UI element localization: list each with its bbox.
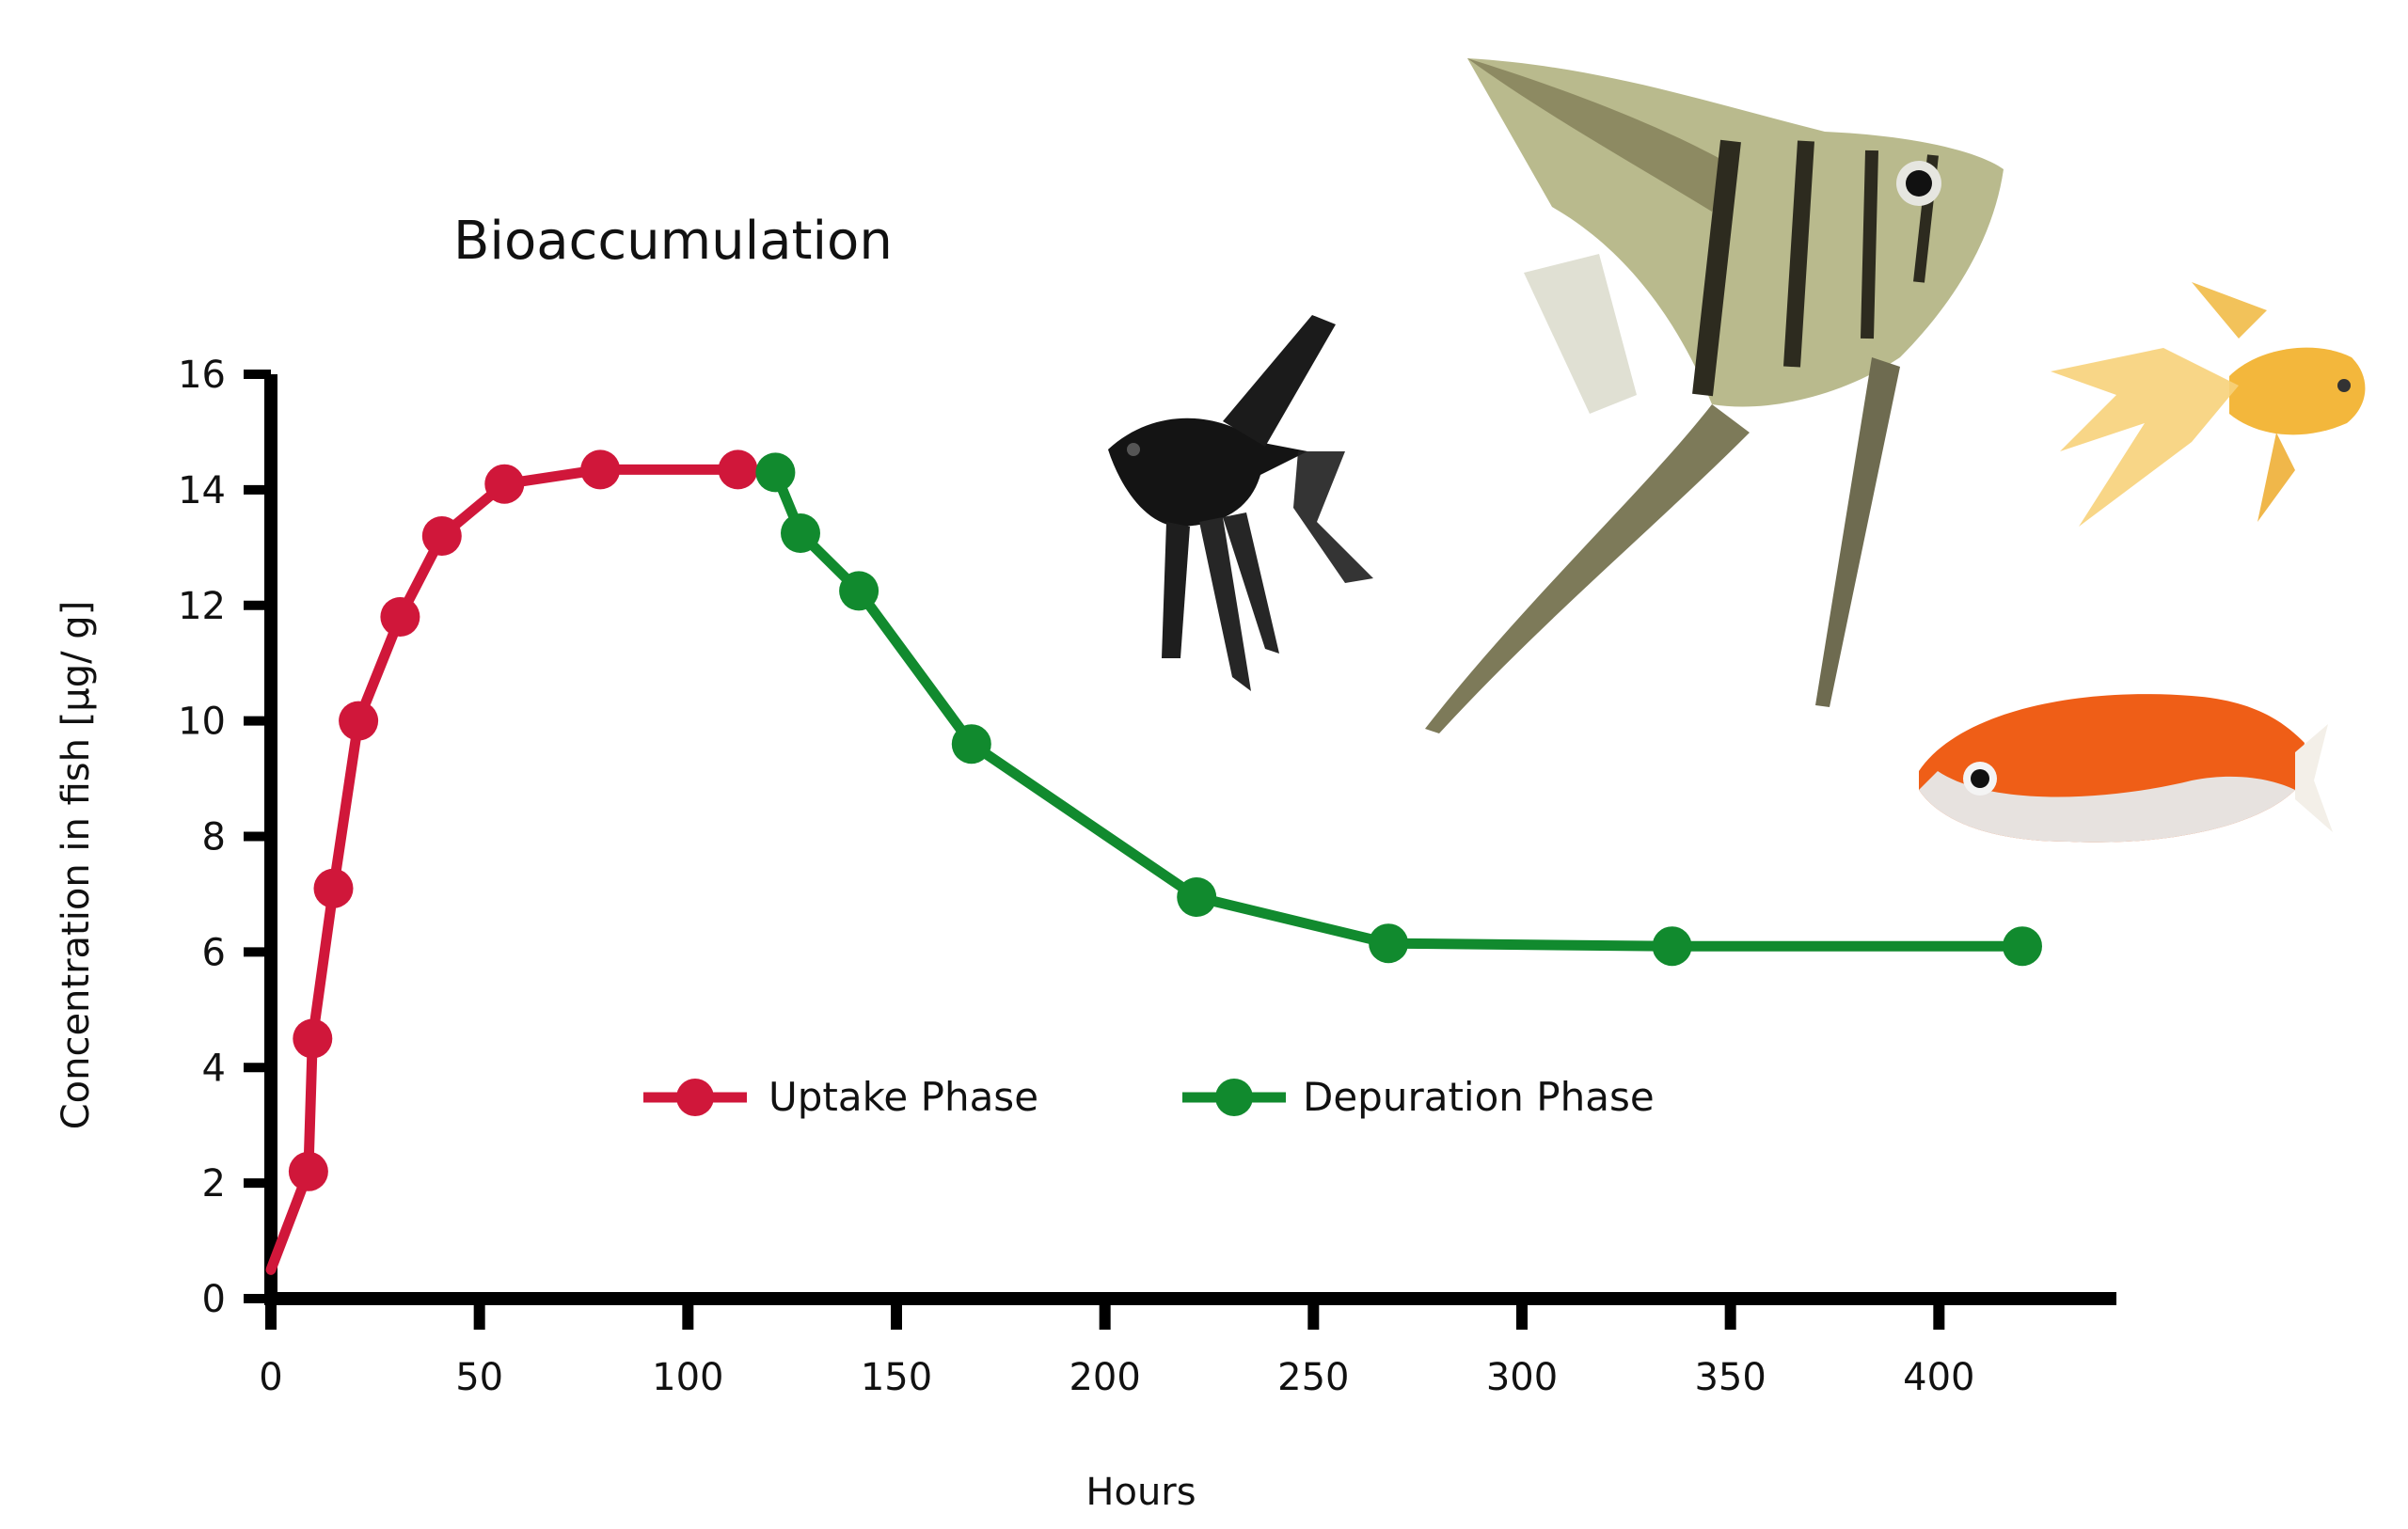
x-tick-label: 300 <box>1486 1356 1558 1399</box>
data-point <box>1652 926 1692 967</box>
legend-item-depuration: Depuration Phase <box>1182 1074 1655 1120</box>
x-tick-label: 250 <box>1277 1356 1349 1399</box>
legend-item-uptake: Uptake Phase <box>643 1074 1038 1120</box>
y-tick-label: 6 <box>202 931 226 974</box>
legend-depuration-swatch-marker <box>1215 1079 1253 1116</box>
y-tick-label: 2 <box>202 1162 226 1206</box>
data-point <box>421 516 462 556</box>
y-tick-label: 4 <box>202 1047 226 1090</box>
x-ticks: 0 50 100 150 200 250 300 350 400 <box>259 1299 1975 1399</box>
y-tick-label: 0 <box>202 1278 226 1321</box>
data-point <box>293 1018 333 1059</box>
x-tick-label: 350 <box>1694 1356 1766 1399</box>
orange-goldfish-icon <box>1919 694 2333 843</box>
series-uptake <box>265 449 758 1275</box>
black-angelfish-icon <box>1108 315 1373 691</box>
data-point <box>1177 877 1217 917</box>
series-line <box>769 466 2028 952</box>
chart-title: Bioaccumulation <box>453 211 893 272</box>
y-tick-label: 12 <box>178 585 226 628</box>
y-tick-label: 16 <box>178 354 226 397</box>
yellow-goldfish-icon <box>2051 282 2366 527</box>
x-tick-label: 100 <box>652 1356 723 1399</box>
x-tick-label: 0 <box>259 1356 282 1399</box>
data-point <box>580 449 621 490</box>
data-point <box>288 1151 328 1191</box>
legend-uptake-label: Uptake Phase <box>768 1074 1038 1120</box>
series-depuration <box>755 452 2042 967</box>
fish-illustrations <box>1108 58 2366 843</box>
x-tick-label: 200 <box>1069 1356 1140 1399</box>
data-point <box>951 724 991 764</box>
legend: Uptake Phase Depuration Phase <box>643 1074 1655 1120</box>
x-tick-label: 400 <box>1903 1356 1974 1399</box>
y-tick-label: 8 <box>202 816 226 859</box>
legend-depuration-label: Depuration Phase <box>1303 1074 1655 1120</box>
data-point <box>380 597 420 637</box>
legend-uptake-swatch-marker <box>676 1079 714 1116</box>
data-point <box>339 701 379 741</box>
x-tick-label: 50 <box>455 1356 503 1399</box>
y-tick-label: 10 <box>178 701 226 744</box>
y-tick-label: 14 <box>178 469 226 512</box>
data-point <box>1369 923 1409 964</box>
y-ticks: 0 2 4 6 8 10 12 14 16 <box>178 354 271 1321</box>
striped-angelfish-icon <box>1425 58 2004 733</box>
data-point <box>718 449 758 490</box>
series-layer <box>265 449 2042 1275</box>
y-axis-title: Concentration in fish [µg/ g] <box>55 601 98 1130</box>
data-point <box>313 868 354 908</box>
data-point <box>839 571 879 611</box>
x-axis-title: Hours <box>1085 1471 1196 1514</box>
data-point <box>755 452 796 493</box>
data-point <box>484 464 525 504</box>
x-tick-label: 150 <box>861 1356 932 1399</box>
series-line <box>265 464 743 1275</box>
data-point <box>2003 926 2042 967</box>
data-point <box>781 513 820 553</box>
